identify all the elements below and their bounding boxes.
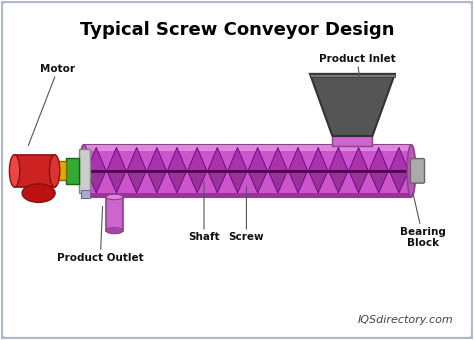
Polygon shape [288, 171, 308, 193]
Polygon shape [147, 171, 166, 193]
FancyBboxPatch shape [410, 158, 425, 183]
Polygon shape [167, 148, 187, 171]
Bar [82, 190, 90, 198]
Polygon shape [107, 171, 126, 193]
Polygon shape [268, 148, 288, 171]
Ellipse shape [49, 155, 60, 187]
Polygon shape [87, 171, 106, 193]
Text: Product Inlet: Product Inlet [319, 54, 395, 93]
Ellipse shape [9, 155, 20, 187]
Polygon shape [328, 148, 348, 171]
Polygon shape [349, 171, 368, 193]
Bar [106, 197, 123, 231]
Polygon shape [208, 148, 227, 171]
Polygon shape [268, 171, 288, 193]
Text: IQSdirectory.com: IQSdirectory.com [358, 315, 454, 325]
Ellipse shape [106, 194, 123, 200]
Text: Bearing
Block: Bearing Block [400, 193, 446, 248]
Ellipse shape [407, 145, 416, 197]
Polygon shape [389, 148, 409, 171]
Polygon shape [248, 148, 267, 171]
Text: Motor: Motor [28, 64, 75, 146]
Polygon shape [288, 148, 308, 171]
Polygon shape [147, 148, 166, 171]
Bar [332, 136, 373, 147]
Polygon shape [228, 148, 247, 171]
Text: Screw: Screw [228, 186, 264, 242]
Bar [55, 162, 66, 180]
Polygon shape [167, 171, 187, 193]
Bar [84, 145, 411, 197]
Polygon shape [228, 171, 247, 193]
Bar [84, 193, 411, 197]
Polygon shape [188, 171, 207, 193]
Polygon shape [369, 148, 388, 171]
Polygon shape [328, 171, 348, 193]
Ellipse shape [22, 184, 55, 202]
Bar [84, 145, 411, 151]
Polygon shape [87, 148, 106, 171]
Bar [15, 155, 55, 187]
Polygon shape [349, 148, 368, 171]
Polygon shape [127, 171, 146, 193]
Ellipse shape [79, 145, 89, 197]
Text: Shaft: Shaft [188, 181, 220, 242]
Polygon shape [309, 171, 328, 193]
Text: Product Outlet: Product Outlet [57, 206, 144, 263]
Bar [66, 158, 79, 184]
Polygon shape [188, 148, 207, 171]
Ellipse shape [106, 228, 123, 234]
Bar [79, 149, 90, 193]
Bar [310, 74, 395, 76]
Polygon shape [309, 148, 328, 171]
Polygon shape [208, 171, 227, 193]
Text: Typical Screw Conveyor Design: Typical Screw Conveyor Design [80, 21, 394, 39]
Polygon shape [310, 74, 395, 136]
Polygon shape [389, 171, 409, 193]
Polygon shape [127, 148, 146, 171]
Polygon shape [107, 148, 126, 171]
Polygon shape [248, 171, 267, 193]
Polygon shape [369, 171, 388, 193]
